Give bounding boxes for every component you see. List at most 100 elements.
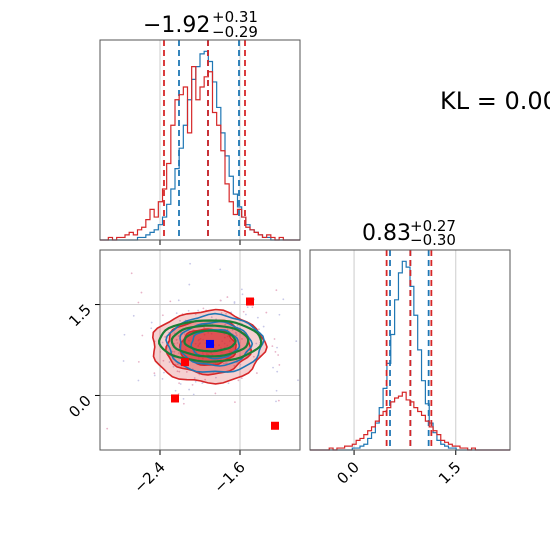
joint-frame (99, 249, 301, 451)
joint-scatter-point (227, 382, 230, 385)
joint-scatter-point (183, 333, 186, 335)
joint-scatter-point (169, 300, 172, 303)
joint-scatter-point (278, 364, 281, 366)
joint-scatter-point (226, 328, 229, 331)
joint-scatter-point (272, 366, 274, 369)
marker-square-2 (271, 421, 279, 430)
joint-scatter-point (201, 382, 204, 385)
joint-scatter-point (159, 350, 162, 353)
joint-scatter-point (161, 377, 164, 380)
joint-scatter-point (233, 301, 236, 303)
joint-scatter-point (215, 376, 217, 379)
joint-scatter-point (246, 306, 249, 309)
contour-2-level-0 (157, 319, 263, 363)
joint-scatter-point (197, 309, 200, 312)
joint-scatter-point (150, 327, 153, 330)
joint-scatter-point (235, 334, 238, 336)
joint-scatter-point (276, 346, 278, 349)
marginal-x-title-minus: −0.29 (212, 23, 258, 41)
joint-scatter-point (255, 372, 258, 374)
joint-scatter-point (275, 400, 277, 403)
marginal-y-xtick-label: 1.5 (435, 458, 465, 488)
marginal-y-title-value: 0.83 (362, 221, 411, 246)
joint-scatter-point (137, 301, 140, 304)
contour-2-level-1 (170, 324, 250, 358)
joint-xtick-label: −2.4 (130, 458, 168, 496)
joint-scatter-point (176, 342, 179, 344)
joint-scatter-point (224, 323, 227, 326)
joint-scatter-point (203, 326, 205, 329)
joint-scatter-point (175, 312, 178, 315)
joint-scatter-point (210, 316, 213, 319)
joint-scatter-point (256, 316, 259, 319)
marker-square-0 (246, 297, 254, 306)
joint-panel: −2.4 −1.6 0.0 1.5 (65, 249, 305, 497)
joint-scatter-point (153, 372, 156, 375)
joint-scatter-point (185, 371, 188, 373)
marginal-y-hist-series-1 (310, 391, 510, 451)
joint-scatter-point (275, 389, 278, 392)
marker-square-3 (181, 358, 189, 367)
joint-plot-area (100, 250, 305, 450)
marker-square-4 (206, 339, 214, 348)
joint-scatter-point (177, 299, 180, 302)
marginal-y-title: 0.83 +0.27 −0.30 (362, 217, 456, 249)
marginal-y-title-minus: −0.30 (410, 231, 456, 249)
joint-scatter-point (172, 365, 175, 368)
joint-scatter-point (234, 401, 236, 404)
joint-scatter-point (251, 306, 254, 309)
joint-scatter-point (130, 272, 133, 275)
marginal-x-hist-series-0 (100, 50, 300, 241)
marginal-y-xtick-label: 0.0 (333, 458, 363, 488)
joint-scatter-point (276, 370, 279, 373)
joint-scatter-point (192, 393, 195, 396)
joint-scatter-point (176, 363, 179, 366)
joint-scatter-point (235, 332, 237, 335)
marginal-x-title-plus: +0.31 (212, 8, 258, 26)
joint-scatter-point (132, 314, 135, 317)
joint-scatter-point (182, 402, 185, 405)
marginal-x-panel (99, 39, 301, 245)
marker-square-1 (171, 394, 179, 403)
joint-scatter-point (153, 374, 156, 377)
joint-scatter-point (265, 311, 268, 314)
joint-scatter-point (177, 393, 180, 395)
joint-scatter-point (176, 370, 179, 373)
contour-0-level-2 (190, 328, 241, 360)
joint-scatter-point (204, 378, 207, 381)
joint-scatter-point (262, 325, 265, 328)
joint-scatter-point (278, 313, 281, 316)
joint-scatter-point (303, 310, 305, 312)
joint-scatter-point (140, 291, 143, 294)
joint-scatter-point (225, 362, 228, 365)
joint-scatter-point (179, 383, 182, 385)
joint-scatter-point (226, 296, 229, 298)
joint-scatter-point (233, 364, 236, 367)
joint-scatter-point (177, 335, 180, 337)
joint-scatter-point (219, 268, 222, 271)
joint-scatter-point (174, 389, 177, 392)
marginal-x-title: −1.92 +0.31 −0.29 (143, 8, 258, 41)
joint-scatter-point (137, 379, 140, 382)
joint-scatter-point (258, 328, 260, 331)
joint-scatter-point (220, 312, 223, 314)
joint-scatter-point (179, 319, 181, 322)
joint-scatter-point (274, 350, 277, 353)
marginal-x-hist-series-1 (100, 66, 300, 241)
kl-label: KL = 0.00 (440, 87, 550, 115)
joint-scatter-point (275, 289, 278, 292)
joint-scatter-point (202, 307, 205, 310)
joint-scatter-point (295, 340, 298, 343)
joint-scatter-point (214, 392, 217, 395)
joint-scatter-point (236, 324, 239, 327)
joint-scatter-point (187, 309, 190, 312)
marginal-y-title-plus: +0.27 (410, 217, 456, 235)
joint-scatter-point (277, 354, 280, 356)
marginal-x-frame (99, 39, 301, 241)
contour-0-level-1 (179, 320, 254, 367)
joint-scatter-point (273, 338, 276, 340)
joint-scatter-point (177, 352, 180, 354)
marginal-y-frame (309, 249, 511, 451)
contour-0-level-0 (165, 312, 265, 373)
joint-scatter-point (194, 380, 197, 383)
